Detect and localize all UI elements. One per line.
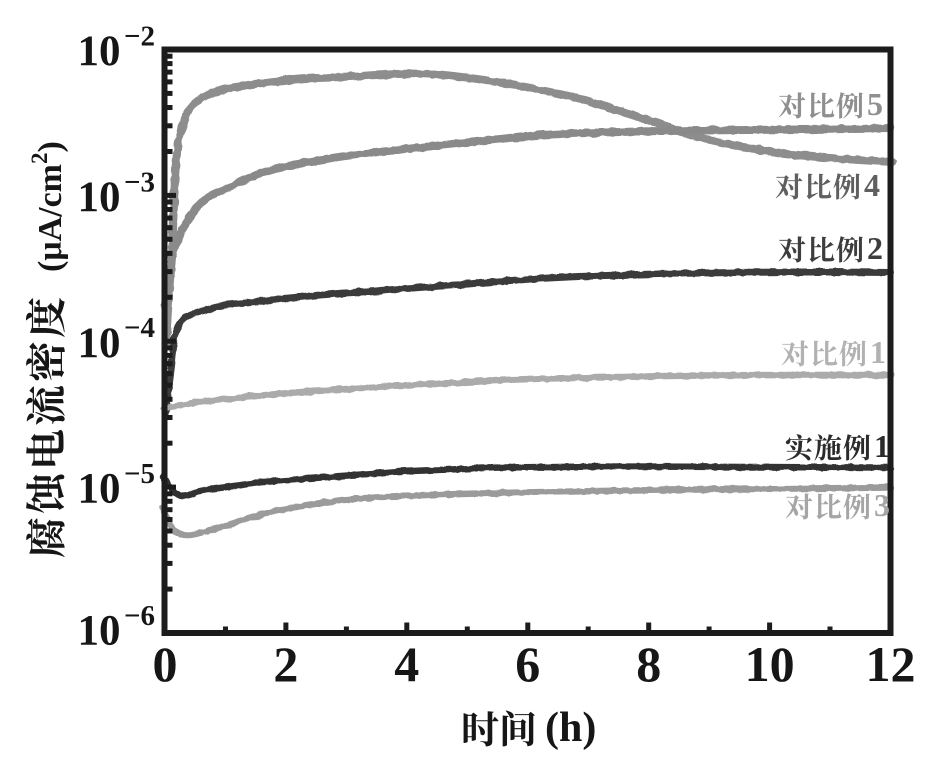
svg-text:2: 2	[273, 636, 298, 692]
svg-text:8: 8	[636, 636, 661, 692]
svg-text:4: 4	[864, 167, 880, 203]
svg-text:10: 10	[78, 28, 121, 75]
svg-text:10: 10	[78, 174, 121, 221]
svg-text:4: 4	[394, 636, 419, 692]
svg-text:−3: −3	[124, 166, 155, 198]
svg-text:−5: −5	[124, 458, 155, 490]
svg-text:−4: −4	[124, 312, 155, 344]
svg-text:6: 6	[515, 636, 540, 692]
svg-text:−2: −2	[124, 21, 155, 53]
svg-text:2: 2	[867, 230, 883, 266]
svg-text:10: 10	[745, 636, 795, 692]
svg-text:12: 12	[866, 636, 916, 692]
svg-text:1: 1	[870, 334, 886, 370]
svg-text:5: 5	[867, 86, 883, 122]
svg-text:3: 3	[874, 487, 890, 523]
svg-text:10: 10	[78, 466, 121, 513]
svg-text:10: 10	[78, 320, 121, 367]
svg-text:1: 1	[874, 428, 890, 464]
svg-text:0: 0	[153, 636, 178, 692]
svg-text:(h): (h)	[545, 705, 596, 751]
svg-text:−6: −6	[124, 600, 155, 632]
svg-text:10: 10	[78, 608, 121, 655]
